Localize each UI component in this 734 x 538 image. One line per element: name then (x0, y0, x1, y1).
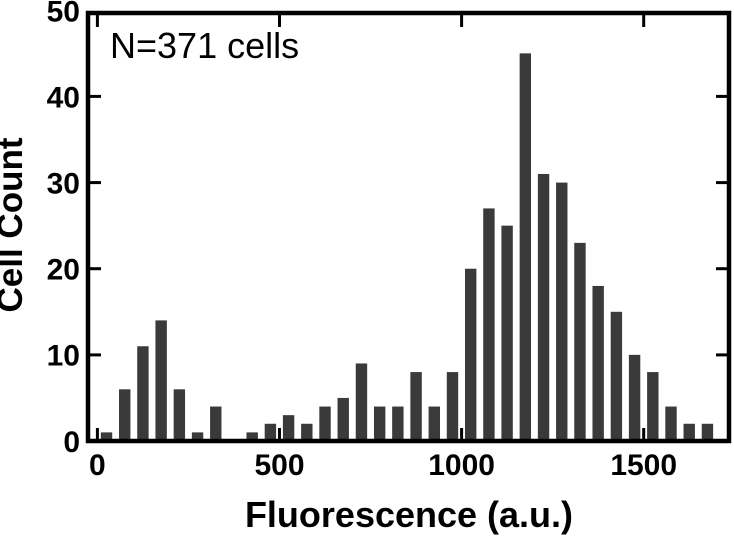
svg-text:0: 0 (63, 426, 80, 459)
svg-text:50: 50 (47, 0, 80, 29)
svg-text:40: 40 (47, 82, 80, 115)
svg-text:0: 0 (89, 449, 106, 482)
svg-text:10: 10 (47, 340, 80, 373)
svg-text:20: 20 (47, 254, 80, 287)
svg-text:500: 500 (254, 449, 304, 482)
svg-text:1500: 1500 (610, 449, 677, 482)
svg-text:30: 30 (47, 168, 80, 201)
svg-text:1000: 1000 (428, 449, 495, 482)
svg-text:Cell Count: Cell Count (0, 137, 30, 312)
svg-text:Fluorescence (a.u.): Fluorescence (a.u.) (245, 494, 573, 535)
svg-text:N=371 cells: N=371 cells (110, 25, 299, 66)
